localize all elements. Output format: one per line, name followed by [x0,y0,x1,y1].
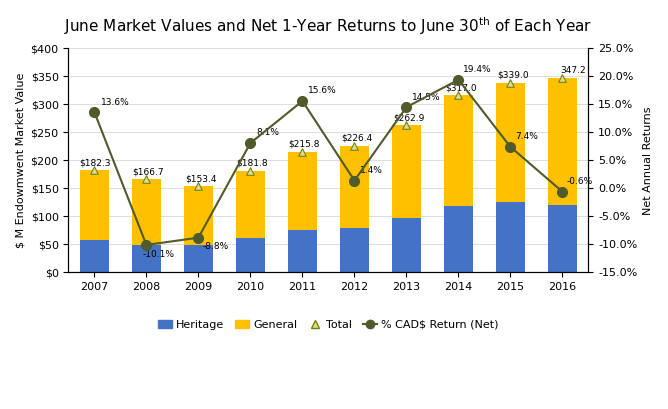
Text: 14.5%: 14.5% [411,92,440,101]
Text: $226.4: $226.4 [341,134,372,143]
Point [245,167,256,174]
Text: -8.8%: -8.8% [202,242,229,251]
Bar [236,238,265,272]
Text: $181.8: $181.8 [236,159,267,168]
Bar [444,206,473,272]
Text: 8.1%: 8.1% [257,128,280,137]
Bar [236,171,265,238]
Bar [548,78,576,205]
Text: $339.0: $339.0 [497,71,528,80]
Text: -10.1%: -10.1% [142,250,174,259]
Point [141,176,152,182]
Text: 1.4%: 1.4% [359,166,383,175]
Text: -0.6%: -0.6% [566,177,593,186]
Text: $182.3: $182.3 [79,158,110,167]
Bar [496,83,525,202]
Text: $317.0: $317.0 [445,83,476,92]
Point [505,79,516,86]
Bar [444,95,473,206]
Text: 15.6%: 15.6% [308,86,337,95]
Point [557,75,568,81]
Text: 13.6%: 13.6% [101,98,130,107]
Bar [548,205,576,272]
Text: $215.8: $215.8 [288,140,319,149]
Text: $166.7: $166.7 [132,167,164,176]
Point [453,92,464,98]
Legend: Heritage, General, Total, % CAD$ Return (Net): Heritage, General, Total, % CAD$ Return … [154,315,503,334]
Text: 19.4%: 19.4% [463,65,491,74]
Text: 347.2: 347.2 [560,66,585,75]
Bar [392,125,421,218]
Text: $153.4: $153.4 [185,175,216,184]
Text: $262.9: $262.9 [393,113,424,122]
Bar [80,170,109,240]
Bar [288,151,317,230]
Bar [80,240,109,272]
Bar [184,187,212,245]
Point [401,122,411,128]
Y-axis label: Net Annual Returns: Net Annual Returns [643,106,653,215]
Title: June Market Values and Net 1-Year Returns to June 30$^\mathregular{th}$ of Each : June Market Values and Net 1-Year Return… [64,15,593,37]
Y-axis label: $ M Endowmwent Market Value: $ M Endowmwent Market Value [15,73,25,248]
Bar [132,245,161,272]
Point [297,148,308,155]
Bar [340,146,369,227]
Point [89,167,100,173]
Bar [340,227,369,272]
Bar [496,202,525,272]
Bar [132,179,161,245]
Text: 7.4%: 7.4% [516,133,538,142]
Point [349,142,360,149]
Bar [392,218,421,272]
Point [193,183,204,190]
Bar [288,230,317,272]
Bar [184,245,212,272]
